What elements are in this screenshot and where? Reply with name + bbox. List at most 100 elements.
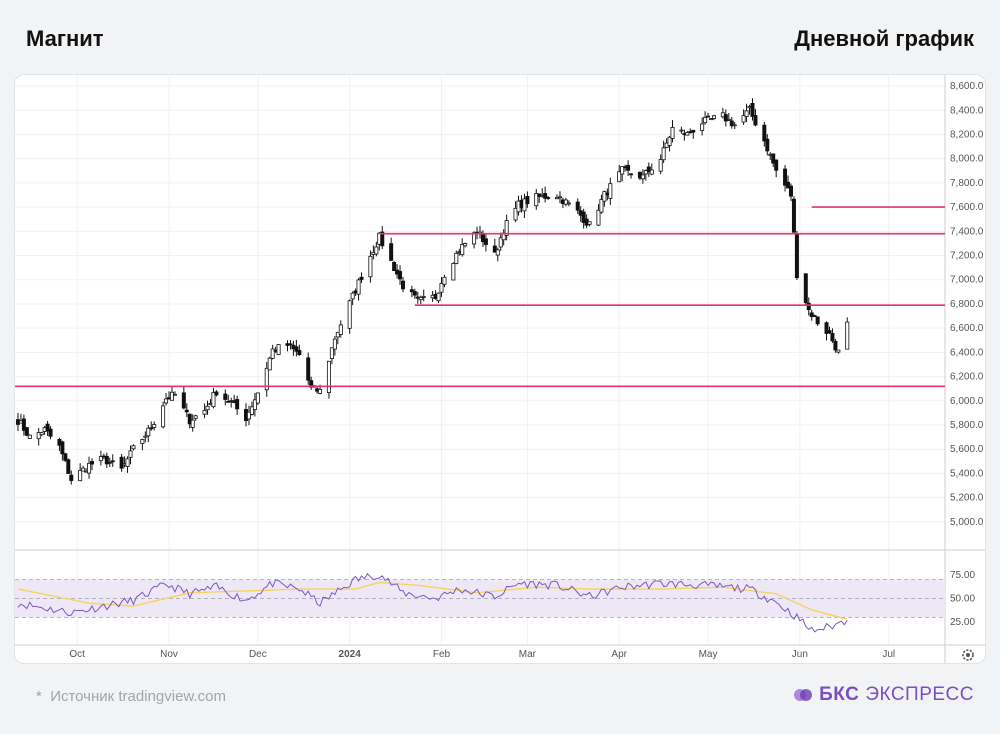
candle-up [836,349,841,353]
chart-title: Магнит [26,26,104,51]
candle-up [318,388,323,394]
candle-up [640,174,645,180]
candle-up [368,255,373,278]
candle-up [726,118,731,121]
candle-up [255,392,260,404]
y-tick-label: 8,200.0 [950,129,984,140]
candle-up [249,406,254,415]
y-tick-label: 6,600.0 [950,323,984,334]
candle-up [332,338,337,350]
gear-icon[interactable] [962,649,974,661]
candle-up [326,360,331,393]
candle-down [480,234,485,243]
x-tick-label: Mar [519,649,537,660]
candle-up [143,435,148,438]
candle-down [629,173,634,176]
candle-up [587,221,592,225]
candle-up [267,357,272,371]
candle-down [294,346,299,352]
candle-up [700,123,705,131]
candle-up [703,116,708,124]
x-tick-label: Apr [611,649,627,660]
candle-down [63,453,68,461]
candle-up [522,198,527,212]
x-tick-label: Dec [249,649,267,660]
candle-up [329,347,334,359]
candle-up [534,193,539,207]
candle-up [161,405,166,428]
candle-down [400,280,405,290]
rsi-tick-label: 75.00 [950,570,975,581]
candle-up [620,166,625,175]
candle-up [599,199,604,213]
candle-down [24,427,29,436]
rsi-tick-label: 50.00 [950,594,975,605]
candle-up [454,252,459,264]
candle-up [563,199,568,205]
candle-up [152,424,157,428]
candle-down [794,233,799,279]
candle-down [815,316,820,325]
candle-up [617,171,622,183]
candle-down [575,201,580,211]
chart-panel[interactable]: 8,600.0 8,400.0 8,200.0 8,000.0 7,800.0 7,600… [14,74,986,664]
candle-up [276,344,281,355]
candle-up [374,246,379,255]
brand: БКС ЭКСПРЕСС [793,684,974,706]
rsi-line [17,572,848,633]
candle-down [771,153,776,164]
y-tick-label: 5,800.0 [950,420,984,431]
candle-down [181,392,186,409]
candle-down [107,461,112,464]
candle-up [78,470,83,482]
candle-down [824,322,829,334]
chart-subtitle: Дневной график [794,26,974,51]
candle-up [649,169,654,175]
candle-down [753,114,758,126]
candle-up [685,132,690,136]
source-star: * [36,688,42,705]
y-tick-label: 5,400.0 [950,468,984,479]
source-note: * Источник tradingview.com [36,688,226,705]
candle-up [202,409,207,415]
brand-rest: ЭКСПРЕСС [865,684,974,705]
candle-down [380,231,385,247]
candle-up [661,147,666,161]
y-tick-label: 8,400.0 [950,105,984,116]
candle-up [98,456,103,462]
candle-up [741,115,746,123]
candle-up [421,296,426,298]
x-tick-label: Feb [433,649,451,660]
candle-up [169,391,174,401]
candle-up [643,170,648,175]
candle-up [172,393,177,396]
candle-down [706,115,711,118]
candle-down [788,185,793,197]
candle-down [60,441,65,455]
y-tick-label: 5,200.0 [950,493,984,504]
y-tick-label: 5,600.0 [950,444,984,455]
candle-up [205,405,210,411]
x-tick-label: Jul [882,649,895,660]
candle-down [791,198,796,233]
candle-down [765,138,770,152]
candle-up [744,110,749,118]
candle-up [442,276,447,285]
candle-down [525,195,530,205]
y-tick-label: 6,000.0 [950,396,984,407]
candle-down [297,350,302,356]
candle-down [119,456,124,469]
candle-down [288,343,293,346]
candle-down [809,312,814,317]
candle-down [543,193,548,199]
candle-down [66,459,71,474]
candle-up [679,129,684,132]
candle-down [833,340,838,351]
candle-down [45,423,50,432]
bks-logo-icon [794,689,813,701]
candle-up [711,115,716,119]
candle-down [729,120,734,127]
y-tick-label: 7,200.0 [950,251,984,262]
candle-down [389,243,394,261]
chart-canvas[interactable]: 8,600.0 8,400.0 8,200.0 8,000.0 7,800.0 7,600… [15,75,985,663]
